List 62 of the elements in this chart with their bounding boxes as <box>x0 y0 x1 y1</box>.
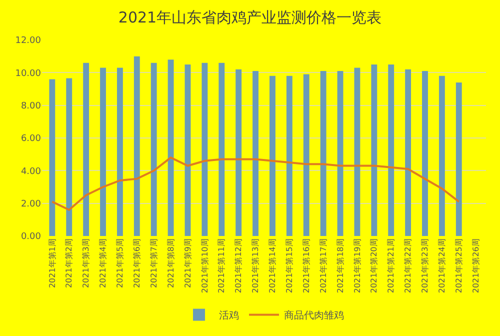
x-tick-label: 2021年第8周 <box>166 238 176 288</box>
y-tick-label: 10.00 <box>15 68 42 79</box>
bar <box>286 76 292 236</box>
x-tick-label: 2021年第21周 <box>386 238 396 294</box>
x-tick-label: 2021年第6周 <box>132 238 142 288</box>
y-tick-label: 2.00 <box>20 199 42 210</box>
chart-title: 2021年山东省肉鸡产业监测价格一览表 <box>118 8 382 26</box>
bar <box>184 64 191 236</box>
bar <box>337 71 344 236</box>
x-tick-label: 2021年第20周 <box>370 238 379 294</box>
bar <box>236 69 242 236</box>
legend-label: 活鸡 <box>219 310 239 322</box>
y-tick-label: 6.00 <box>20 134 42 144</box>
x-tick-label: 2021年第5周 <box>116 238 125 288</box>
x-tick-label: 2021年第4周 <box>98 238 108 288</box>
bar <box>49 79 56 236</box>
bar <box>456 82 462 236</box>
x-tick-label: 2021年第16周 <box>302 238 311 294</box>
bar <box>320 71 326 236</box>
x-tick-label: 2021年第3周 <box>82 238 91 288</box>
x-tick-label: 2021年第22周 <box>404 238 413 294</box>
x-tick-label: 2021年第18周 <box>336 238 345 294</box>
x-tick-label: 2021年第1周 <box>48 238 57 288</box>
bar <box>100 68 106 236</box>
x-tick-label: 2021年第10周 <box>200 238 210 294</box>
bar <box>270 76 276 236</box>
bar <box>116 68 123 236</box>
x-tick-label: 2021年第14周 <box>268 238 278 294</box>
x-tick-label: 2021年第2周 <box>64 238 74 288</box>
bar <box>422 71 428 236</box>
bar <box>405 69 412 236</box>
x-tick-label: 2021年第26周 <box>471 238 480 294</box>
bar <box>150 62 157 236</box>
y-tick-label: 8.00 <box>20 101 42 112</box>
legend-label: 商品代肉雏鸡 <box>284 310 344 322</box>
bar <box>202 62 208 236</box>
bar <box>218 62 225 236</box>
bar <box>134 56 140 236</box>
x-tick-label: 2021年第24周 <box>438 238 447 294</box>
bar <box>354 68 360 236</box>
x-tick-label: 2021年第19周 <box>352 238 362 294</box>
x-tick-label: 2021年第13周 <box>251 238 260 294</box>
bar <box>303 74 310 236</box>
y-tick-label: 0.00 <box>20 232 42 242</box>
bar <box>388 64 394 236</box>
bar <box>83 62 90 236</box>
x-tick-label: 2021年第17周 <box>318 238 328 294</box>
bar <box>371 64 378 236</box>
x-tick-label: 2021年第9周 <box>183 238 192 288</box>
line-series <box>51 156 460 211</box>
x-tick-label: 2021年第11周 <box>217 238 226 294</box>
bar <box>66 78 72 236</box>
bar <box>438 76 445 236</box>
y-tick-label: 4.00 <box>20 166 42 177</box>
bar <box>252 71 258 236</box>
y-tick-label: 12.00 <box>15 36 42 46</box>
x-tick-label: 2021年第23周 <box>420 238 430 294</box>
x-tick-label: 2021年第12周 <box>234 238 244 294</box>
x-tick-label: 2021年第15周 <box>285 238 294 294</box>
x-tick-label: 2021年第25周 <box>454 238 464 294</box>
bar <box>168 60 174 236</box>
x-tick-label: 2021年第7周 <box>149 238 158 288</box>
